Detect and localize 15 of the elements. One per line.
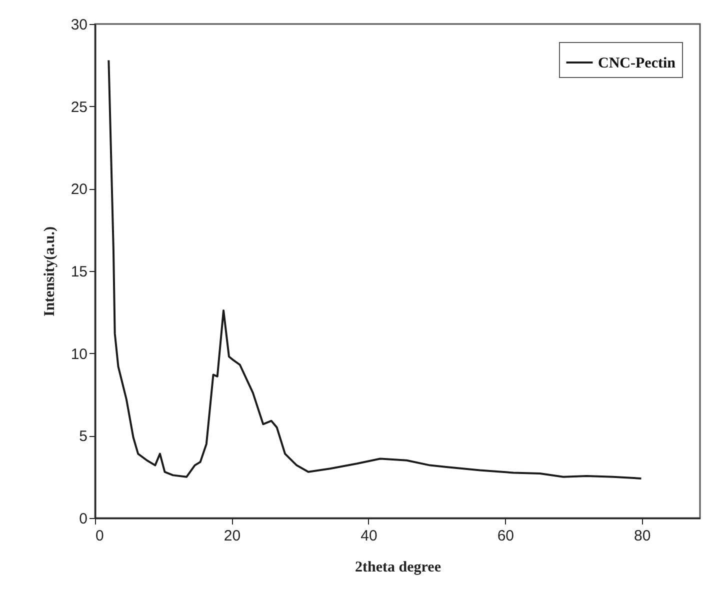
legend-label: CNC-Pectin [598,56,676,72]
x-tick-label: 80 [634,528,651,544]
x-axis-title: 2theta degree [355,560,442,576]
y-tick-label: 20 [70,181,88,198]
x-tick-label: 40 [360,528,378,544]
y-tick-label: 0 [79,510,88,528]
x-tick-label: 20 [224,528,241,544]
y-axis-title: Intensity(a.u.) [42,226,58,317]
y-tick-label: 25 [70,98,88,116]
y-tick-label: 10 [70,346,88,363]
x-tick-label: 60 [497,528,514,544]
x-tick-label: 0 [96,528,104,544]
y-tick-label: 15 [70,264,88,280]
y-tick-label: 5 [79,428,88,446]
y-tick-label: 30 [70,16,88,34]
